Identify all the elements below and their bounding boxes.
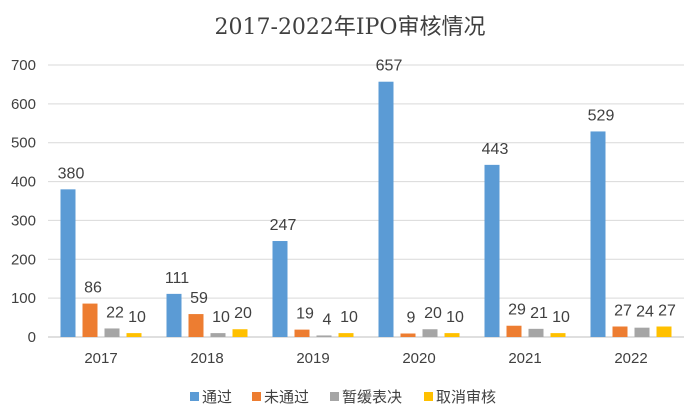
bar (316, 335, 332, 337)
data-label: 443 (482, 141, 509, 158)
bar (550, 333, 566, 337)
data-label: 529 (588, 107, 615, 124)
data-label: 29 (508, 302, 526, 319)
bar (612, 326, 628, 337)
legend-label: 暂缓表决 (342, 388, 402, 406)
data-label: 21 (530, 305, 548, 322)
bar (656, 326, 672, 337)
y-tick-label: 0 (28, 329, 36, 346)
bar (506, 325, 522, 337)
data-label: 86 (84, 280, 102, 297)
y-tick-label: 100 (11, 290, 36, 307)
bar (294, 329, 310, 337)
data-label: 22 (106, 304, 124, 321)
data-label: 20 (424, 305, 442, 322)
bar (528, 328, 544, 337)
bar (126, 333, 142, 337)
legend-label: 通过 (202, 388, 232, 406)
y-tick-label: 700 (11, 57, 36, 74)
x-tick-label: 2020 (402, 350, 435, 367)
data-label: 59 (190, 290, 208, 307)
data-label: 9 (407, 310, 416, 327)
data-label: 27 (658, 303, 676, 320)
data-label: 10 (340, 309, 358, 326)
y-tick-label: 400 (11, 174, 36, 191)
y-axis-ticks: 0 100 200 300 400 500 600 700 (11, 57, 36, 346)
data-label: 10 (552, 309, 570, 326)
bar (104, 328, 120, 337)
bar (484, 164, 500, 337)
data-label: 10 (128, 309, 146, 326)
legend-swatch (190, 392, 199, 401)
bar (444, 333, 460, 337)
bar (60, 189, 76, 337)
data-label: 657 (376, 58, 403, 75)
data-label: 27 (614, 303, 632, 320)
y-tick-label: 600 (11, 96, 36, 113)
legend: 通过 未通过 暂缓表决 取消审核 (190, 388, 496, 406)
bar (378, 81, 394, 337)
x-tick-label: 2021 (508, 350, 541, 367)
x-tick-label: 2022 (614, 350, 647, 367)
bar (166, 293, 182, 337)
legend-swatch (424, 392, 433, 401)
data-label: 10 (446, 309, 464, 326)
legend-swatch (252, 392, 261, 401)
data-label: 4 (323, 311, 332, 328)
y-tick-label: 200 (11, 251, 36, 268)
data-label: 19 (296, 306, 314, 323)
data-label: 20 (234, 305, 252, 322)
y-tick-label: 500 (11, 135, 36, 152)
y-tick-label: 300 (11, 212, 36, 229)
data-label: 247 (270, 217, 297, 234)
x-axis-ticks: 2017 2018 2019 2020 2021 2022 (84, 350, 647, 367)
bar (422, 329, 438, 337)
legend-label: 未通过 (264, 388, 309, 406)
bar (634, 327, 650, 337)
bar (210, 333, 226, 337)
legend-label: 取消审核 (436, 388, 496, 406)
x-tick-label: 2019 (296, 350, 329, 367)
bar (400, 333, 416, 337)
data-label: 111 (165, 270, 189, 287)
bars (60, 81, 672, 337)
x-tick-label: 2017 (84, 350, 117, 367)
gridlines (48, 64, 684, 338)
data-label: 24 (636, 304, 654, 321)
legend-swatch (330, 392, 339, 401)
bar (82, 303, 98, 337)
bar (338, 333, 354, 337)
bar (272, 241, 288, 337)
bar (590, 131, 606, 337)
chart-title: 2017-2022年IPO审核情况 (215, 15, 486, 40)
bar (188, 314, 204, 337)
x-tick-label: 2018 (190, 350, 223, 367)
data-label: 10 (212, 309, 230, 326)
data-label: 380 (58, 165, 85, 182)
bar (232, 329, 248, 337)
